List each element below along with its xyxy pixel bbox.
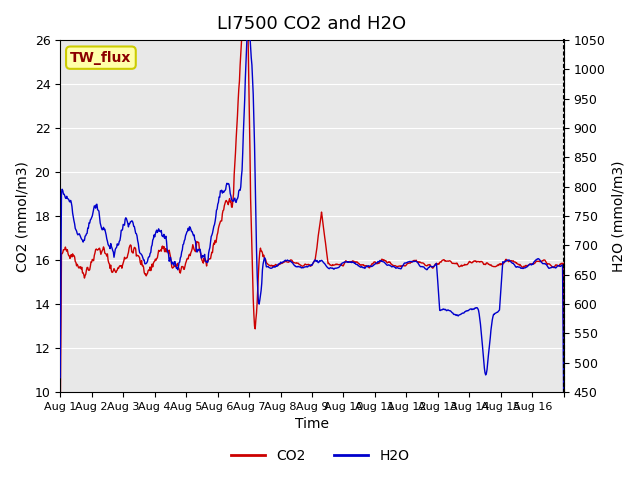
Text: TW_flux: TW_flux <box>70 51 132 65</box>
Y-axis label: CO2 (mmol/m3): CO2 (mmol/m3) <box>15 161 29 272</box>
Y-axis label: H2O (mmol/m3): H2O (mmol/m3) <box>611 160 625 272</box>
X-axis label: Time: Time <box>295 418 329 432</box>
Legend: CO2, H2O: CO2, H2O <box>225 443 415 468</box>
Title: LI7500 CO2 and H2O: LI7500 CO2 and H2O <box>218 15 406 33</box>
